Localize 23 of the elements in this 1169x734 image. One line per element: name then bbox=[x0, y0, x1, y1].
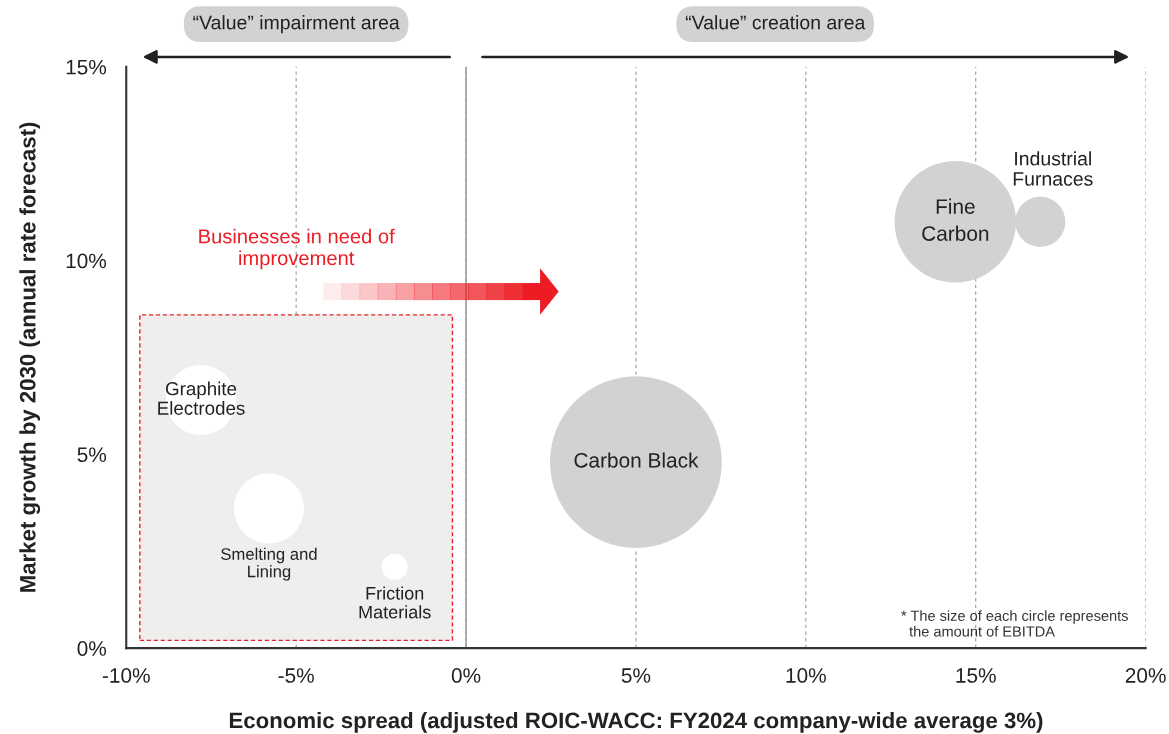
x-tick-label: 20% bbox=[1125, 668, 1166, 683]
x-tick-label: -5% bbox=[278, 668, 314, 683]
y-tick-label: 0% bbox=[77, 641, 107, 656]
y-axis-title: Market growth by 2030 (annual rate forecast) bbox=[19, 122, 41, 592]
y-tick-label: 10% bbox=[66, 253, 107, 269]
text: “Value” creation area bbox=[685, 15, 866, 30]
annotation: Smelting and Lining bbox=[221, 547, 317, 581]
x-axis-title: Economic spread (adjusted ROIC-WACC: FY2024 company-wide average 3%) bbox=[229, 711, 1043, 733]
annotation: Businesses in need of improvement bbox=[199, 228, 395, 270]
x-tick-label: 10% bbox=[786, 668, 826, 683]
x-tick-label: 0% bbox=[451, 668, 481, 683]
x-tick-label: 15% bbox=[956, 668, 996, 683]
annotation: Industrial Furnaces bbox=[1013, 151, 1093, 186]
x-tick-label: -10% bbox=[102, 668, 150, 683]
x-tick-label: 5% bbox=[621, 668, 651, 683]
text: “Value” impairment area bbox=[193, 15, 400, 34]
annotation: Fine Carbon bbox=[922, 198, 989, 241]
annotation: Carbon Black bbox=[574, 452, 699, 468]
y-tick-label: 15% bbox=[66, 59, 107, 75]
annotation: * The size of each circle represents the amount of EBITDA bbox=[901, 610, 1128, 637]
annotation: Friction Materials bbox=[359, 586, 431, 619]
y-tick-label: 5% bbox=[77, 447, 107, 463]
annotation: Graphite Electrodes bbox=[158, 381, 245, 415]
